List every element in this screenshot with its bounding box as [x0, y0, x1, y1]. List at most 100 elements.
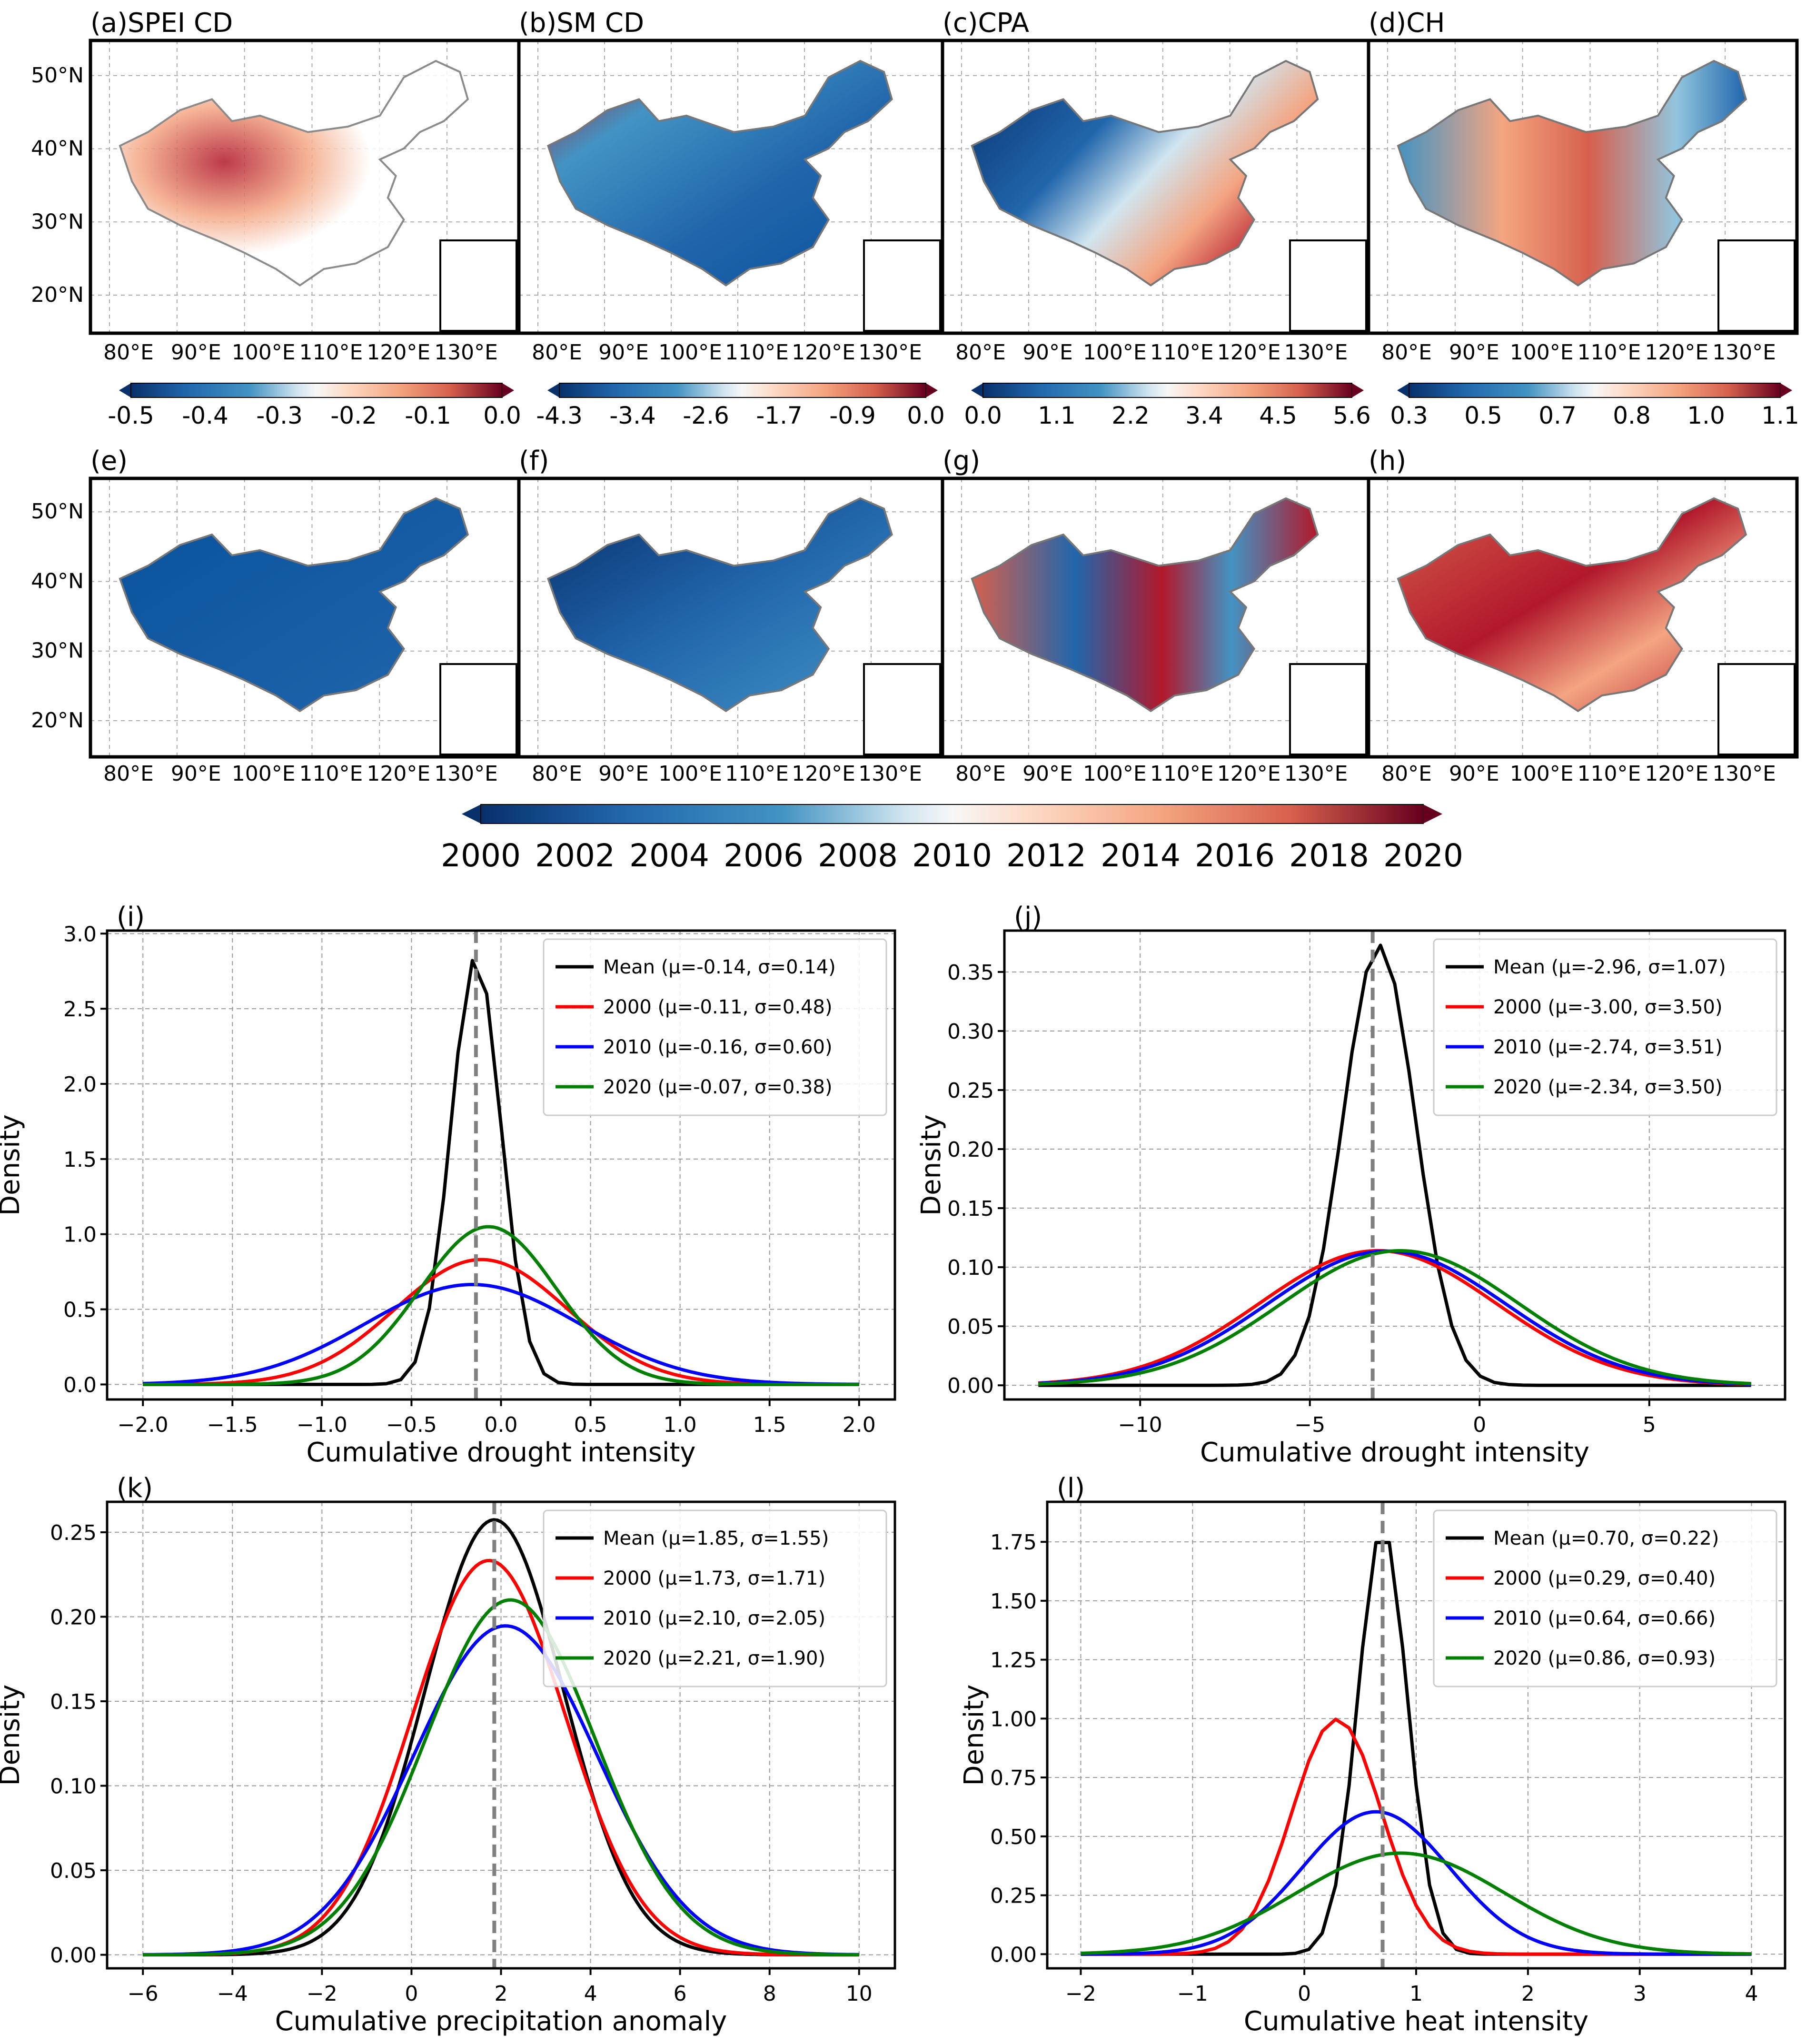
longitude-tick-label: 100°E: [1083, 762, 1147, 786]
latitude-tick-label: 30°N: [31, 209, 84, 234]
density-chart-i: −2.0 −1.5 −1.0 −0.5 0.0 0.5 1.0 1.5 2.0 0.0 0.5 1.0…: [0, 902, 896, 1468]
y-axis-label: Density: [0, 1114, 26, 1216]
x-tick-label: −2.0: [118, 1413, 169, 1437]
china-map-region: [119, 60, 469, 287]
colorbar-tick-label: 0.5: [1464, 402, 1502, 429]
longitude-tick-label: 100°E: [1083, 340, 1147, 365]
colorbar-tick-label: 0.0: [483, 402, 521, 429]
longitude-tick-label: 90°E: [1449, 762, 1499, 786]
colorbar-arrow: [462, 804, 481, 824]
legend-entry: Mean (μ=-2.96, σ=1.07): [1493, 956, 1726, 978]
legend-entry: 2010 (μ=-2.74, σ=3.51): [1493, 1036, 1723, 1058]
longitude-tick-label: 120°E: [1645, 762, 1708, 786]
y-tick-label: 0.15: [947, 1197, 994, 1221]
legend-box: [1433, 938, 1777, 1116]
density-chart-l: −2 −1 0 1 2 3 4 0.00 0.25 0.50 0.75 1.00 1.25 1.50 1.7…: [959, 1473, 1786, 2037]
map-panel-7: (g) 80°E 90°E 100°E 110°E 120°E 130°E: [941, 446, 1370, 786]
density-chart-k: −6 −4 −2 0 2 4 6 8 10 0.00 0.05 0.10 0.15 0.20 0.25 (k)…: [0, 1473, 896, 2037]
south-china-sea-inset: [1717, 663, 1796, 755]
china-map-region: [971, 497, 1319, 713]
x-tick-label: −4: [217, 1982, 248, 2006]
colorbar-tick-label: 0.0: [964, 402, 1002, 429]
x-tick-label: 4: [1745, 1982, 1758, 2006]
map-panel-8: (h) 80°E 90°E 100°E 110°E 120°E 130°E: [1367, 446, 1799, 786]
longitude-tick-label: 100°E: [232, 340, 296, 365]
map-panel-label: (a)SPEI CD: [90, 8, 233, 39]
colorbar-tick-label: -0.5: [108, 402, 154, 429]
y-tick-label: 0.30: [947, 1020, 994, 1044]
year-colorbar-tick-label: 2010: [912, 837, 992, 874]
colorbar-tick-label: 1.1: [1038, 402, 1076, 429]
longitude-tick-label: 100°E: [232, 762, 296, 786]
x-tick-label: 6: [674, 1982, 687, 2006]
map-panel-label: (h): [1369, 446, 1406, 476]
colorbar-arrow: [1397, 383, 1409, 397]
legend-box: [1433, 1509, 1777, 1687]
legend-entry: 2020 (μ=-0.07, σ=0.38): [603, 1076, 833, 1098]
colorbar-tick-label: 1.1: [1761, 402, 1799, 429]
longitude-tick-label: 120°E: [367, 762, 430, 786]
legend-entry: Mean (μ=-0.14, σ=0.14): [603, 956, 836, 978]
longitude-tick-label: 80°E: [532, 762, 582, 786]
y-tick-label: 1.00: [990, 1707, 1037, 1731]
legend-entry: Mean (μ=0.70, σ=0.22): [1493, 1528, 1719, 1549]
y-tick-label: 0.75: [990, 1766, 1037, 1790]
x-tick-label: 2.0: [843, 1413, 876, 1437]
y-tick-label: 1.0: [63, 1223, 97, 1247]
longitude-tick-label: 130°E: [434, 340, 498, 365]
map-panel-5: (e) 80°E 90°E 100°E 110°E 120°E 130°E 50°N 40°N 3…: [31, 446, 521, 786]
longitude-tick-label: 90°E: [1022, 762, 1073, 786]
colorbar-arrow: [119, 383, 131, 397]
longitude-tick-label: 120°E: [1217, 762, 1281, 786]
map-panel-4: (d)CH 80°E 90°E 100°E 110°E 120°E 130°E 0.3 0.5 0…: [1367, 8, 1799, 429]
colorbar-tick-label: -0.9: [829, 402, 876, 429]
y-tick-label: 0.0: [63, 1373, 97, 1397]
latitude-tick-label: 20°N: [31, 283, 84, 307]
y-tick-label: 2.5: [63, 997, 97, 1022]
colorbar-arrow: [926, 383, 938, 397]
x-tick-label: −1.0: [297, 1413, 347, 1437]
legend-entry: 2000 (μ=1.73, σ=1.71): [603, 1568, 825, 1589]
x-tick-label: 0: [1473, 1413, 1486, 1437]
density-curve: [1081, 1810, 1752, 1956]
south-china-sea-inset: [1289, 663, 1367, 755]
colorbar-tick-label: -1.7: [756, 402, 803, 429]
longitude-tick-label: 80°E: [955, 762, 1006, 786]
latitude-tick-label: 50°N: [31, 63, 84, 88]
x-axis-label: Cumulative precipitation anomaly: [275, 2006, 727, 2037]
x-axis-label: Cumulative drought intensity: [1200, 1437, 1589, 1468]
latitude-tick-label: 20°N: [31, 708, 84, 733]
y-tick-label: 3.0: [63, 922, 97, 946]
map-panel-label: (g): [943, 446, 980, 476]
colorbar-tick-label: 0.8: [1613, 402, 1651, 429]
y-tick-label: 0.50: [990, 1825, 1037, 1849]
south-china-sea-inset: [863, 663, 941, 755]
chart-title: (i): [117, 902, 145, 933]
map-panel-label: (c)CPA: [943, 8, 1029, 39]
x-tick-label: 0.0: [485, 1413, 518, 1437]
longitude-tick-label: 90°E: [598, 340, 649, 365]
x-tick-label: −2: [1065, 1982, 1096, 2006]
y-tick-label: 1.5: [63, 1148, 97, 1172]
x-tick-label: 4: [584, 1982, 597, 2006]
density-curve: [143, 1624, 859, 1956]
year-colorbar-tick-label: 2008: [818, 837, 898, 874]
china-map-region: [971, 60, 1319, 287]
longitude-tick-label: 90°E: [171, 762, 221, 786]
y-tick-label: 0.20: [947, 1138, 994, 1162]
x-tick-label: −1: [1177, 1982, 1208, 2006]
x-tick-label: 1: [1409, 1982, 1423, 2006]
longitude-tick-label: 90°E: [1022, 340, 1073, 365]
colorbar-tick-label: -0.3: [256, 402, 303, 429]
density-curve: [1038, 1249, 1751, 1386]
map-panel-6: (f) 80°E 90°E 100°E 110°E 120°E 130°E: [517, 446, 944, 786]
longitude-tick-label: 120°E: [1645, 340, 1708, 365]
year-colorbar-tick-label: 2012: [1006, 837, 1086, 874]
colorbar-tick-label: -0.2: [330, 402, 377, 429]
latitude-tick-label: 30°N: [31, 639, 84, 663]
y-tick-label: 0.15: [50, 1690, 97, 1714]
colorbar-tick-label: 1.0: [1687, 402, 1725, 429]
longitude-tick-label: 130°E: [1284, 762, 1348, 786]
year-colorbar-tick-label: 2014: [1101, 837, 1181, 874]
y-axis-label: Density: [959, 1685, 990, 1786]
